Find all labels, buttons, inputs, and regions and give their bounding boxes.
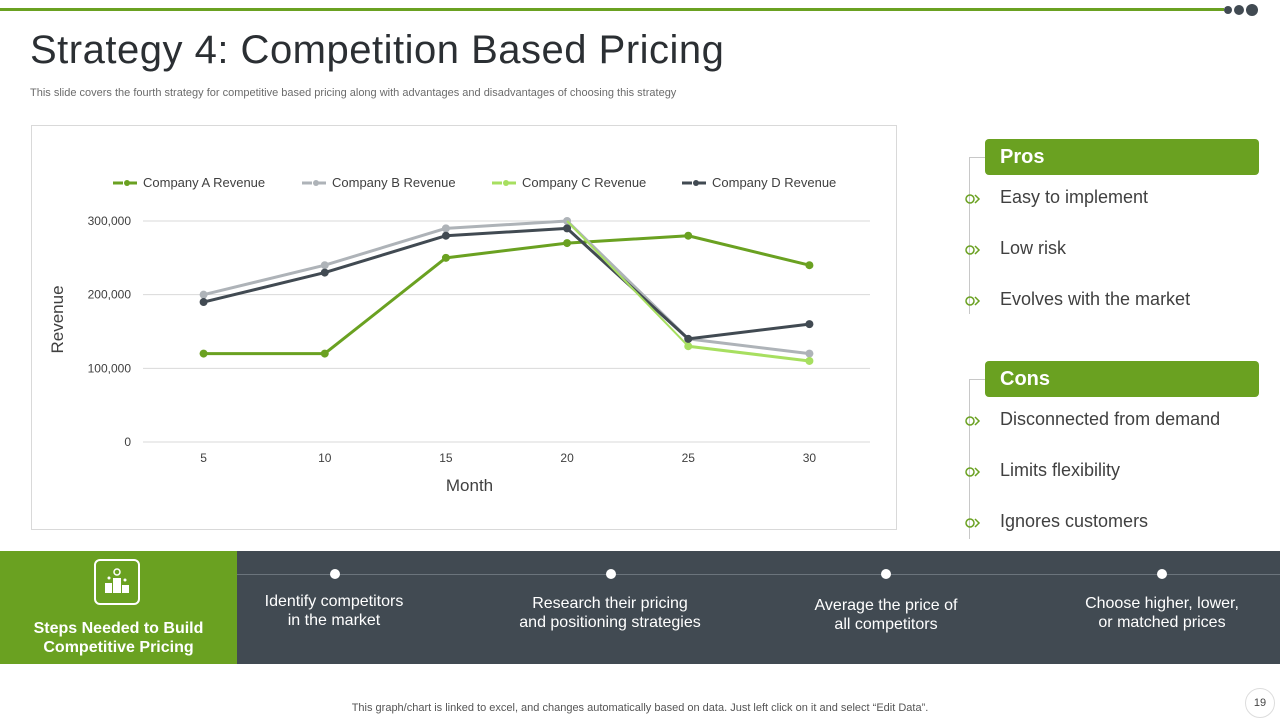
series-line (203, 219, 810, 356)
step-marker (881, 569, 891, 579)
y-tick-label: 200,000 (88, 288, 132, 302)
legend-label: Company C Revenue (522, 175, 646, 190)
x-tick-label: 10 (318, 451, 332, 465)
data-point (563, 224, 572, 233)
step-text-line1: Average the price of (814, 597, 958, 614)
step-text: Choose higher, lower, or matched prices (1042, 594, 1280, 632)
data-point (563, 239, 572, 248)
step-text-line2: or matched prices (1098, 614, 1226, 631)
cons-header: Cons (985, 361, 1259, 397)
top-accent-line (0, 8, 1224, 11)
y-tick-label: 100,000 (88, 361, 132, 375)
podium-icon (94, 559, 140, 605)
pros-item-label: Easy to implement (1000, 187, 1149, 207)
y-tick-label: 0 (124, 435, 131, 449)
cons-item-label: Limits flexibility (1000, 460, 1121, 480)
series-line (688, 344, 810, 363)
y-tick-label: 300,000 (88, 214, 132, 228)
step-marker (1157, 569, 1167, 579)
data-point (805, 320, 814, 329)
data-point (320, 349, 329, 358)
series-line (203, 226, 810, 341)
x-tick-label: 20 (560, 451, 574, 465)
pros-connector-line (969, 157, 970, 314)
line-chart[interactable]: 0 100,000 200,000 300,000 5 10 15 20 25 30 Month Re… (31, 125, 897, 530)
step-text: Research their pricing and positioning s… (490, 594, 730, 632)
cons-connector-line (969, 379, 970, 539)
legend-label: Company D Revenue (712, 175, 836, 190)
x-tick-label: 30 (803, 451, 817, 465)
pros-header: Pros (985, 139, 1259, 175)
data-point (684, 334, 693, 343)
data-point (805, 356, 814, 365)
series-line (566, 220, 689, 347)
steps-label-line1: Steps Needed to Build (33, 620, 204, 637)
steps-label: Steps Needed to Build Competitive Pricin… (0, 619, 237, 657)
pros-item-label: Low risk (1000, 238, 1067, 258)
step-text-line1: Choose higher, lower, (1085, 595, 1239, 612)
legend-marker (503, 180, 509, 186)
x-tick-label: 5 (200, 451, 207, 465)
data-point (684, 231, 693, 240)
page-number: 19 (1245, 688, 1275, 718)
pros-item-label: Evolves with the market (1000, 289, 1191, 309)
steps-label-line2: Competitive Pricing (43, 639, 194, 656)
legend-label: Company A Revenue (143, 175, 265, 190)
step-text-line1: Identify competitors (264, 593, 404, 610)
chart-canvas: 0 100,000 200,000 300,000 5 10 15 20 25 30 Month Re… (48, 175, 870, 495)
step-text-line2: in the market (287, 612, 381, 629)
cons-item-label: Disconnected from demand (1000, 409, 1221, 429)
data-point (320, 268, 329, 277)
page-subtitle: This slide covers the fourth strategy fo… (30, 87, 677, 99)
step-marker (330, 569, 340, 579)
step-text-line2: all competitors (834, 616, 938, 633)
footnote: This graph/chart is linked to excel, and… (351, 702, 929, 714)
leaf-bullet-icon (965, 416, 981, 426)
legend-marker (313, 180, 319, 186)
leaf-bullet-icon (965, 245, 981, 255)
leaf-bullet-icon (965, 467, 981, 477)
leaf-bullet-icon (965, 296, 981, 306)
pros-connector-tick (969, 157, 985, 158)
data-point (441, 231, 450, 240)
step-text-line2: and positioning strategies (519, 614, 701, 631)
x-tick-label: 15 (439, 451, 453, 465)
x-axis-title: Month (446, 476, 493, 495)
legend-marker (124, 180, 130, 186)
series-line (203, 234, 810, 356)
data-point (320, 261, 329, 270)
data-point (199, 349, 208, 358)
cons-item-label: Ignores customers (1000, 511, 1149, 531)
page-title: Strategy 4: Competition Based Pricing (30, 28, 725, 72)
step-text: Average the price of all competitors (766, 596, 1006, 634)
legend-label: Company B Revenue (332, 175, 456, 190)
x-tick-label: 25 (682, 451, 696, 465)
step-marker (606, 569, 616, 579)
data-point (199, 298, 208, 307)
y-axis-title: Revenue (48, 285, 67, 353)
data-point (805, 261, 814, 270)
data-point (441, 224, 450, 233)
steps-timeline-line (237, 574, 1280, 575)
legend-marker (693, 180, 699, 186)
data-point (199, 290, 208, 299)
data-point (441, 253, 450, 262)
leaf-bullet-icon (965, 194, 981, 204)
steps-label-box: Steps Needed to Build Competitive Pricin… (0, 551, 237, 664)
step-text-line1: Research their pricing (532, 595, 688, 612)
cons-connector-tick (969, 379, 985, 380)
leaf-bullet-icon (965, 518, 981, 528)
data-point (805, 349, 814, 358)
step-text: Identify competitors in the market (214, 592, 454, 630)
